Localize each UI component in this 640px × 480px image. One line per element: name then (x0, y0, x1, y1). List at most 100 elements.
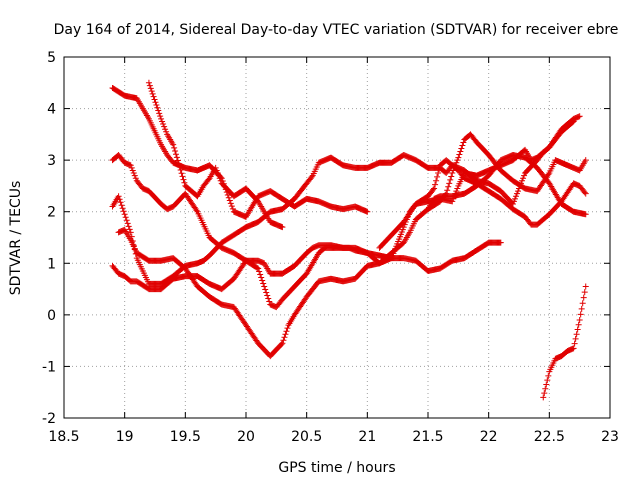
data-point (146, 82, 153, 89)
data-point (519, 177, 526, 184)
data-point (213, 167, 220, 174)
data-point (574, 326, 581, 333)
data-point (278, 341, 285, 348)
data-point (518, 180, 525, 187)
data-point (153, 102, 160, 109)
data-point (261, 283, 268, 290)
data-point (173, 154, 180, 161)
data-point (147, 85, 154, 92)
data-point (215, 172, 222, 179)
data-point (118, 202, 125, 209)
data-point (511, 195, 518, 202)
data-point (572, 335, 579, 342)
series-arc-7 (425, 131, 589, 213)
data-point (453, 188, 460, 195)
x-tick-label: 20 (237, 429, 255, 445)
data-point (543, 381, 550, 388)
data-point (457, 148, 464, 155)
data-point (579, 300, 586, 307)
x-tick-label: 21 (358, 429, 376, 445)
data-point (544, 377, 551, 384)
data-point (229, 205, 236, 212)
y-tick-label: 4 (47, 102, 56, 118)
chart-title: Day 164 of 2014, Sidereal Day-to-day VTE… (54, 22, 619, 38)
series-arc-2 (145, 79, 286, 231)
data-point (161, 123, 168, 130)
data-point (451, 193, 458, 200)
data-point (459, 142, 466, 149)
data-point (455, 154, 462, 161)
data-point (262, 286, 269, 293)
data-point (281, 334, 288, 341)
data-point (163, 128, 170, 135)
x-tick-label: 20.5 (291, 429, 322, 445)
data-point (279, 224, 286, 231)
data-point (115, 193, 122, 200)
data-point (126, 226, 133, 233)
data-point (575, 321, 582, 328)
data-point (149, 90, 156, 97)
data-point (256, 268, 263, 275)
data-point (119, 205, 126, 212)
data-point (580, 294, 587, 301)
series-arc-4 (109, 151, 589, 287)
data-point (128, 164, 135, 171)
data-point (364, 208, 371, 215)
data-point (573, 331, 580, 338)
data-point (214, 170, 221, 177)
data-point (129, 167, 136, 174)
data-point (576, 113, 583, 120)
data-point (259, 277, 266, 284)
data-point (509, 200, 516, 207)
y-axis-label: SDTVAR / TECUs (8, 181, 24, 296)
data-point (448, 173, 455, 180)
series-arc-8 (376, 118, 577, 251)
series-arc-1 (109, 84, 371, 220)
y-tick-label: 2 (47, 205, 56, 221)
data-point (156, 110, 163, 117)
data-point (454, 185, 461, 192)
data-point (179, 173, 186, 180)
data-point (228, 203, 235, 210)
data-point (582, 190, 589, 197)
data-point (497, 239, 504, 246)
data-point (120, 208, 127, 215)
data-point (443, 190, 450, 197)
data-point (582, 211, 589, 218)
data-point (131, 172, 138, 179)
data-points (109, 79, 589, 401)
data-point (173, 151, 179, 158)
data-point (193, 207, 200, 214)
data-point (177, 167, 184, 174)
data-point (460, 139, 467, 146)
data-point (227, 200, 234, 207)
y-tick-label: 1 (47, 256, 56, 272)
data-point (542, 385, 549, 392)
data-point (122, 214, 129, 221)
data-point (570, 345, 577, 352)
data-point (435, 170, 442, 177)
data-point (117, 199, 124, 206)
data-point (132, 175, 139, 182)
data-point (581, 289, 588, 296)
data-point (283, 328, 290, 335)
x-tick-label: 19 (116, 429, 134, 445)
data-point (127, 229, 134, 236)
data-point (458, 145, 465, 152)
data-point (180, 176, 187, 183)
data-point (212, 164, 219, 171)
y-tick-label: 0 (47, 308, 56, 324)
data-point (582, 283, 589, 290)
data-point (160, 121, 167, 128)
data-point (176, 163, 183, 170)
data-point (581, 189, 588, 196)
x-axis-label: GPS time / hours (278, 460, 395, 476)
data-point (540, 394, 547, 401)
data-point (155, 107, 162, 114)
data-point (446, 180, 453, 187)
data-point (447, 176, 454, 183)
data-point (576, 317, 583, 324)
data-point (157, 113, 164, 120)
data-point (124, 220, 131, 227)
